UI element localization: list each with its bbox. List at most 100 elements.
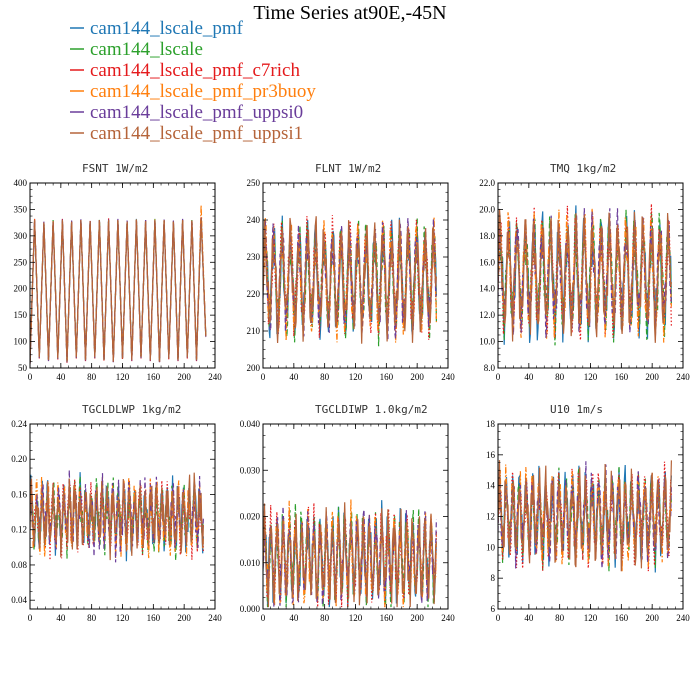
panel-3: TGCLDLWP 1kg/m2 0 40 80 120 160 200 240 0.04 0.08… [11,403,222,623]
x-tick-label: 0 [496,372,501,382]
legend-entry-3: cam144_lscale_pmf_pr3buoy [90,81,316,102]
series-line-5 [498,208,672,343]
series-line-5 [30,472,204,561]
panel-title: FLNT 1W/m2 [315,162,381,175]
x-tick-label: 240 [208,613,222,623]
x-tick-label: 240 [441,613,455,623]
panel-0: FSNT 1W/m2 0 40 80 120 160 200 240 50 100 150 200 25… [14,162,223,382]
panel-5: U10 1m/s 0 40 80 120 160 200 240 6 8 10 12 14 16 18 [486,403,690,623]
x-tick-label: 120 [349,372,363,382]
x-tick-label: 120 [584,372,598,382]
y-tick-label: 16 [486,450,496,460]
y-tick-label: 10.0 [479,337,495,347]
panel-title: TGCLDLWP 1kg/m2 [82,403,181,416]
x-tick-label: 40 [524,613,534,623]
x-tick-label: 200 [645,372,659,382]
panel-title: FSNT 1W/m2 [82,162,148,175]
y-tick-label: 0.08 [11,560,27,570]
x-tick-label: 40 [56,372,66,382]
x-tick-label: 240 [441,372,455,382]
y-tick-label: 0.040 [240,419,261,429]
x-tick-label: 40 [524,372,534,382]
y-tick-label: 200 [247,363,261,373]
y-tick-label: 14 [486,481,496,491]
x-tick-label: 80 [320,372,330,382]
y-tick-label: 0.12 [11,525,27,535]
y-tick-label: 250 [247,178,261,188]
legend-entry-0: cam144_lscale_pmf [90,18,244,39]
legend-entry-1: cam144_lscale [90,39,203,60]
y-tick-label: 200 [14,284,28,294]
x-tick-label: 200 [645,613,659,623]
y-tick-label: 0.20 [11,454,27,464]
series-line-5 [30,218,207,363]
x-tick-label: 240 [208,372,222,382]
series-line-5 [498,460,672,572]
y-tick-label: 150 [14,310,28,320]
y-tick-label: 0.010 [240,558,261,568]
y-tick-label: 12 [486,512,495,522]
y-tick-label: 100 [14,337,28,347]
panel-title: TGCLDIWP 1.0kg/m2 [315,403,428,416]
x-tick-label: 80 [87,613,97,623]
x-tick-label: 200 [177,372,191,382]
panel-title: U10 1m/s [550,403,603,416]
y-tick-label: 10 [486,542,496,552]
x-tick-label: 160 [380,372,394,382]
y-tick-label: 50 [18,363,28,373]
y-tick-label: 400 [14,178,28,188]
x-tick-label: 160 [615,613,629,623]
x-tick-label: 80 [87,372,97,382]
x-tick-label: 120 [116,372,130,382]
x-tick-label: 40 [56,613,66,623]
x-tick-label: 80 [555,613,565,623]
legend-entry-2: cam144_lscale_pmf_c7rich [90,60,300,81]
panel-4: TGCLDIWP 1.0kg/m2 0 40 80 120 160 200 240 0.000 0… [240,403,456,623]
y-tick-label: 22.0 [479,178,495,188]
x-tick-label: 240 [676,613,690,623]
x-tick-label: 160 [380,613,394,623]
x-tick-label: 160 [147,372,161,382]
y-tick-label: 300 [14,231,28,241]
y-tick-label: 0.16 [11,489,27,499]
x-tick-label: 40 [289,372,299,382]
x-tick-label: 240 [676,372,690,382]
y-tick-label: 18 [486,419,496,429]
x-tick-label: 40 [289,613,299,623]
y-tick-label: 16.0 [479,257,495,267]
legend-entry-4: cam144_lscale_pmf_uppsi0 [90,102,303,123]
x-tick-label: 120 [349,613,363,623]
x-tick-label: 120 [116,613,130,623]
x-tick-label: 200 [410,613,424,623]
chart-title: Time Series at90E,-45N [253,2,446,24]
panel-title: TMQ 1kg/m2 [550,162,616,175]
y-tick-label: 240 [247,215,261,225]
y-tick-label: 250 [14,257,28,267]
series-line-5 [263,216,437,344]
y-tick-label: 18.0 [479,231,495,241]
x-tick-label: 0 [28,372,33,382]
panels: FSNT 1W/m20 40 80 120 160 200 2405010015020025… [11,162,690,623]
series-line-5 [263,502,437,608]
series-line-4 [30,217,207,364]
x-tick-label: 80 [555,372,565,382]
x-tick-label: 0 [261,613,266,623]
x-tick-label: 0 [28,613,33,623]
y-tick-label: 350 [14,204,28,214]
x-tick-label: 80 [320,613,330,623]
y-tick-label: 0.24 [11,419,27,429]
x-tick-label: 160 [615,372,629,382]
y-tick-label: 8.0 [484,363,496,373]
y-tick-label: 0.020 [240,512,261,522]
y-tick-label: 220 [247,289,261,299]
x-tick-label: 0 [261,372,266,382]
y-tick-label: 0.04 [11,595,27,605]
y-tick-label: 230 [247,252,261,262]
x-tick-label: 120 [584,613,598,623]
y-tick-label: 8 [491,573,496,583]
legend: cam144_lscale_pmfcam144_lscalecam144_lsc… [70,18,316,144]
y-tick-label: 6 [491,604,496,614]
x-tick-label: 0 [496,613,501,623]
panel-1: FLNT 1W/m2 0 40 80 120 160 200 240 200 210 220 230 2… [247,162,456,382]
